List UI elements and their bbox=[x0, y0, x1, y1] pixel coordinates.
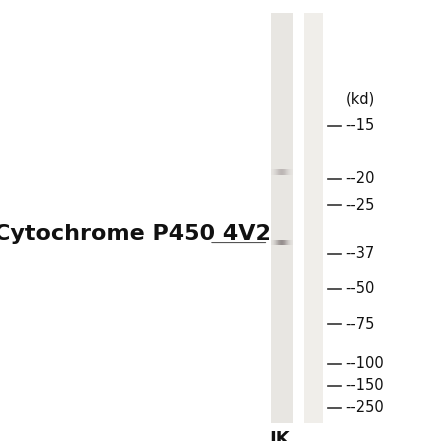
Text: --37: --37 bbox=[345, 246, 374, 261]
Text: --20: --20 bbox=[345, 171, 375, 186]
Text: Cytochrome P450 4V2: Cytochrome P450 4V2 bbox=[0, 224, 271, 244]
Text: (kd): (kd) bbox=[345, 92, 374, 107]
Text: --25: --25 bbox=[345, 198, 375, 213]
Text: --100: --100 bbox=[345, 356, 384, 371]
Text: --15: --15 bbox=[345, 118, 374, 133]
Text: JK: JK bbox=[271, 430, 291, 441]
Text: --150: --150 bbox=[345, 378, 384, 393]
Bar bbox=[271, 13, 293, 423]
Bar bbox=[304, 13, 323, 423]
Text: --250: --250 bbox=[345, 400, 384, 415]
Text: --50: --50 bbox=[345, 281, 375, 296]
Text: --75: --75 bbox=[345, 317, 375, 332]
